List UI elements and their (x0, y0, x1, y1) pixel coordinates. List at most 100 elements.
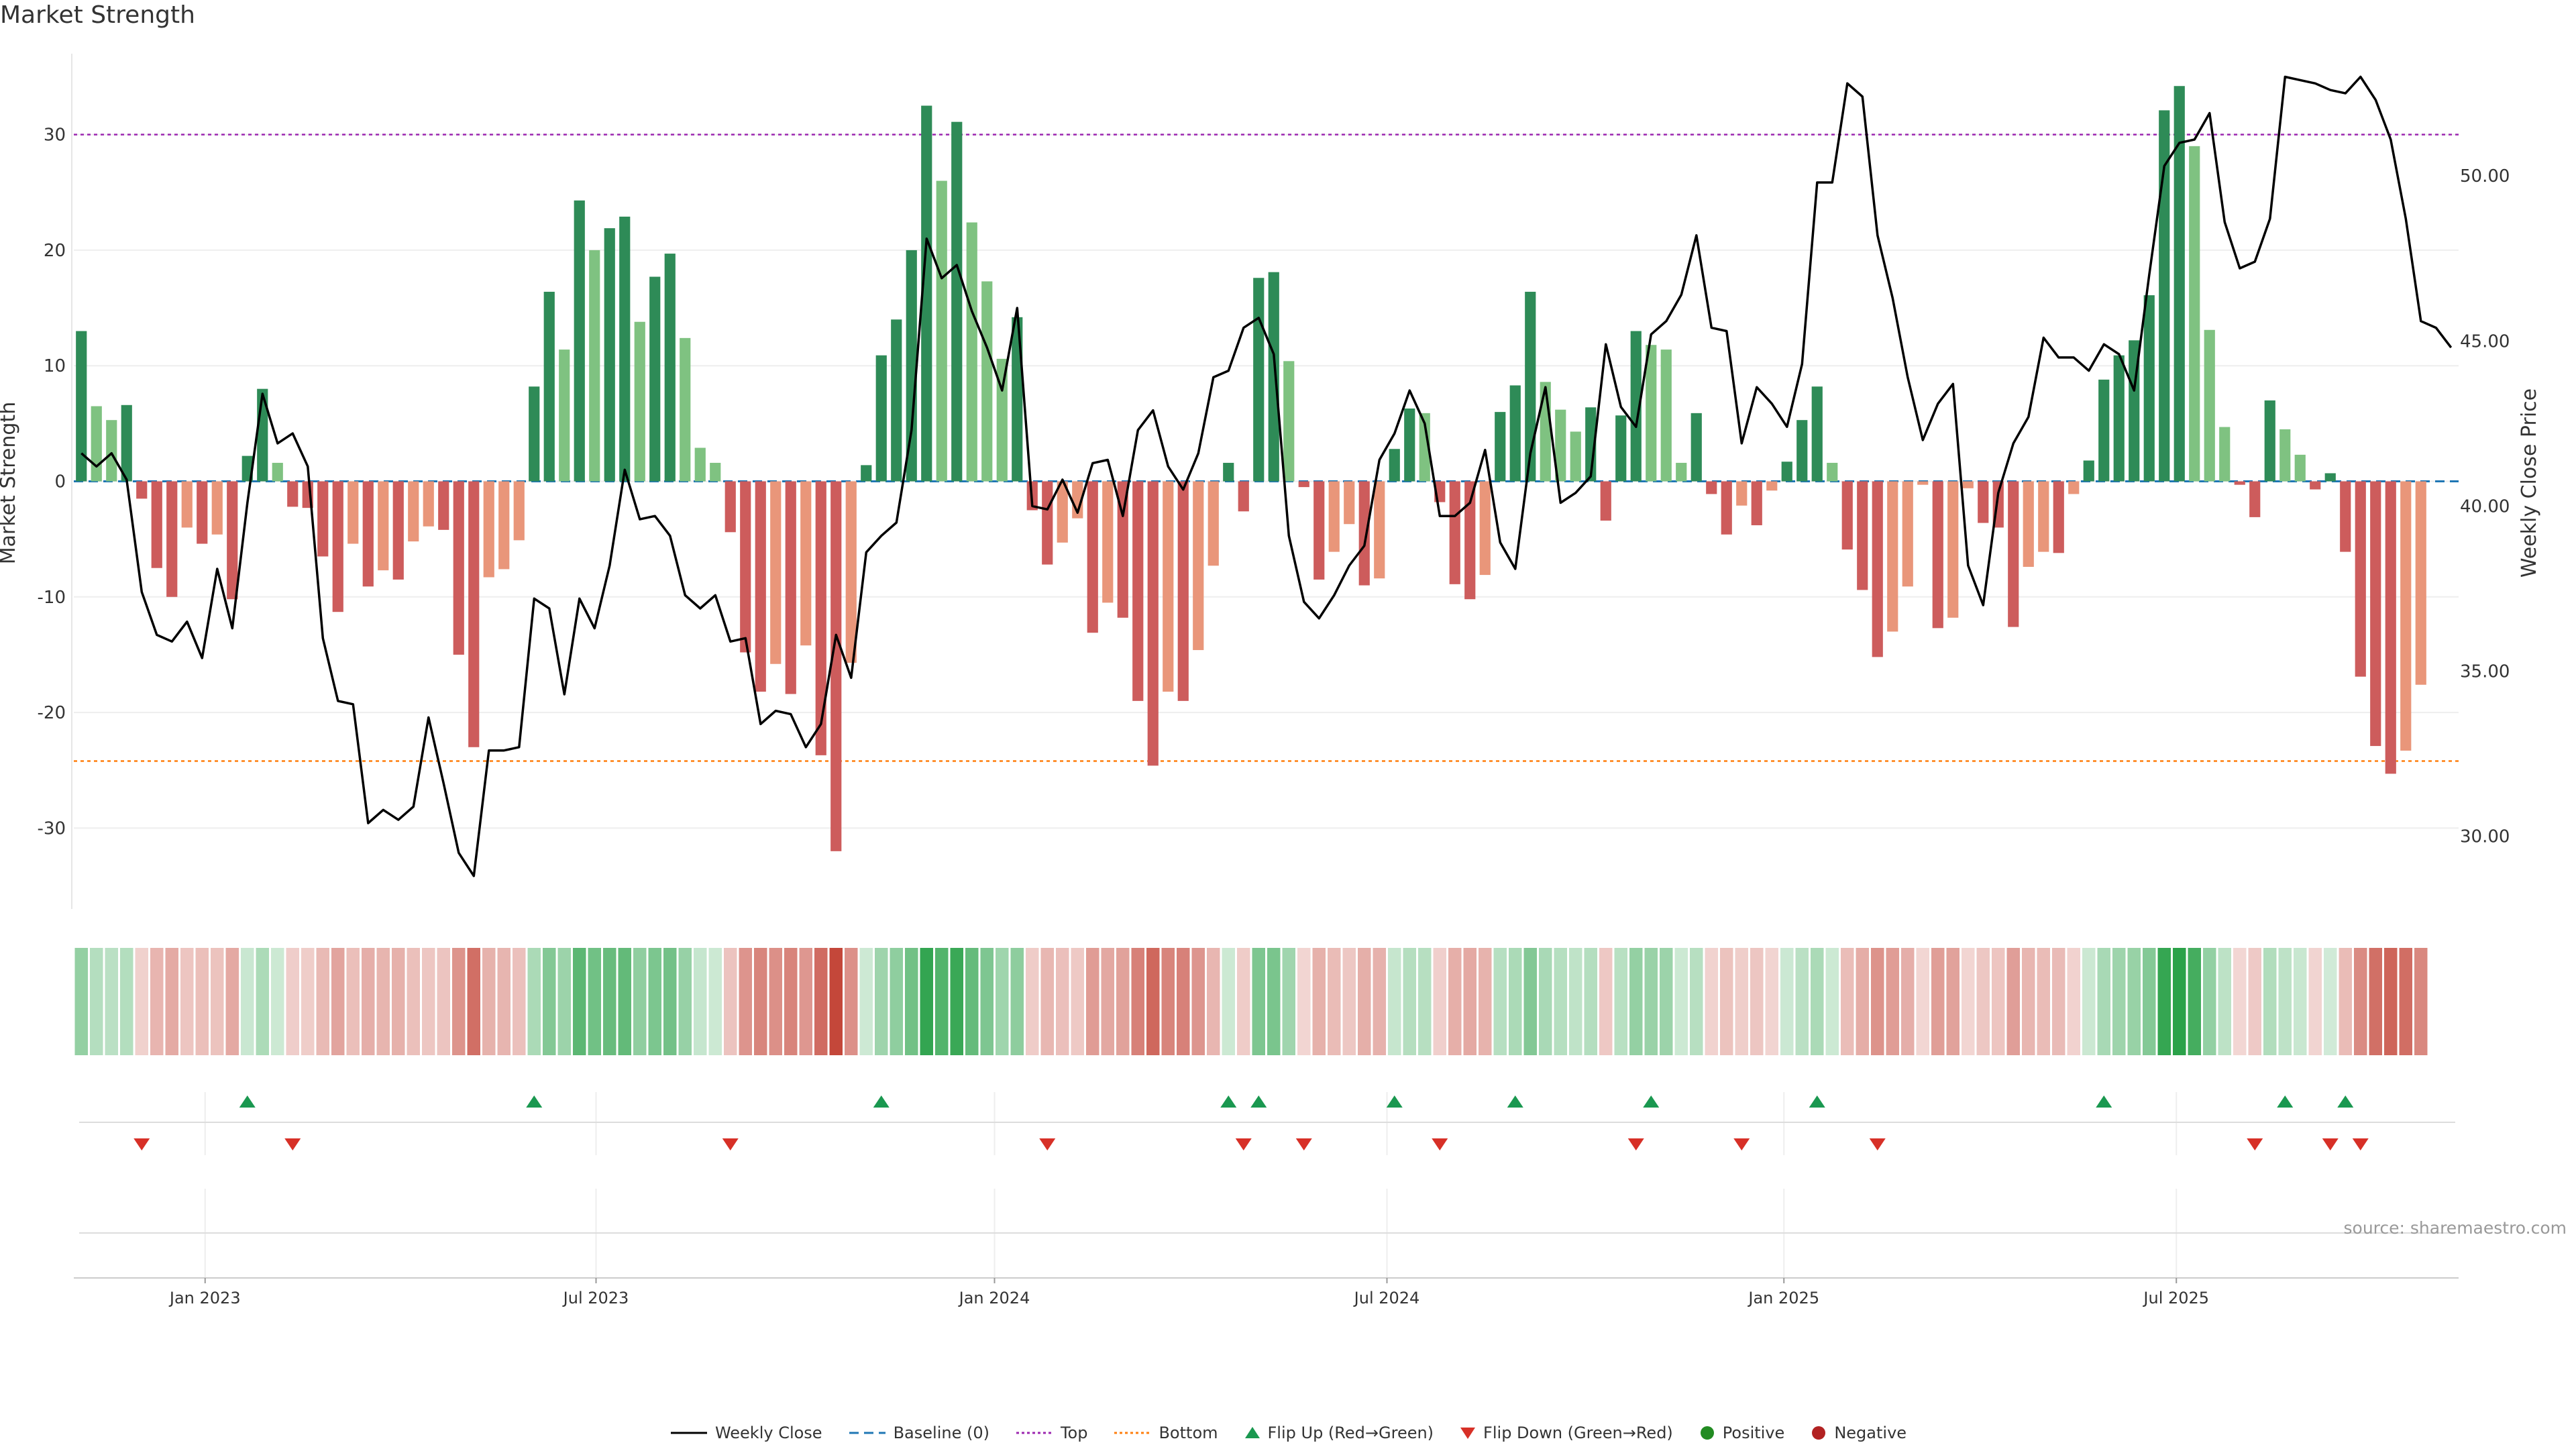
heat-cell (120, 948, 133, 1055)
heat-cell (1871, 948, 1884, 1055)
strength-bar (1540, 382, 1551, 482)
heat-cell (497, 948, 511, 1055)
heat-cell (2052, 948, 2065, 1055)
strength-bar (2355, 481, 2366, 677)
heat-cell (1403, 948, 1416, 1055)
heat-cell (1629, 948, 1643, 1055)
heat-cell (875, 948, 888, 1055)
strength-bar (785, 481, 796, 694)
legend-label: Negative (1834, 1424, 1907, 1442)
strength-bar (1887, 481, 1898, 632)
heat-cell (603, 948, 616, 1055)
strength-bar (724, 481, 736, 533)
strength-bar (1978, 481, 1989, 523)
flip-down-marker (1235, 1138, 1252, 1150)
strength-bar (106, 420, 117, 482)
flip-up-marker (1250, 1095, 1267, 1108)
heat-cell (694, 948, 707, 1055)
legend-item: Flip Down (Green→Red) (1459, 1424, 1673, 1442)
heat-cell (588, 948, 601, 1055)
heat-cell (195, 948, 209, 1055)
strength-bar (287, 481, 299, 507)
strength-bar (1163, 481, 1174, 692)
legend-swatch (1812, 1426, 1826, 1440)
strength-bar (1328, 481, 1340, 552)
strength-bar (1947, 481, 1959, 618)
heat-cell (1584, 948, 1597, 1055)
y-tick-label: 0 (54, 472, 66, 492)
heat-cell (724, 948, 737, 1055)
heat-cell (2354, 948, 2367, 1055)
strength-bar (1660, 350, 1672, 482)
heat-cell (543, 948, 556, 1055)
heat-cell (799, 948, 812, 1055)
heat-cell (2127, 948, 2141, 1055)
strength-bar (483, 481, 494, 578)
heat-cell (1946, 948, 1960, 1055)
heat-cell (1463, 948, 1477, 1055)
legend-item: Positive (1699, 1424, 1784, 1442)
heat-cell (2097, 948, 2110, 1055)
heat-cell (1992, 948, 2005, 1055)
heat-cell (1523, 948, 1537, 1055)
strength-bar (2023, 481, 2034, 567)
strength-bar (981, 281, 993, 482)
heat-cell (2233, 948, 2247, 1055)
flip-up-marker (526, 1095, 543, 1108)
heat-cell (2308, 948, 2322, 1055)
heat-cell (331, 948, 345, 1055)
x-tick-label: Jan 2025 (1747, 1289, 1819, 1307)
strength-bar (845, 481, 857, 663)
heat-cell (2006, 948, 2020, 1055)
strength-bar (453, 481, 464, 655)
heat-cell (407, 948, 420, 1055)
heat-cell (1569, 948, 1582, 1055)
flip-down-marker (1432, 1138, 1448, 1150)
heat-cell (286, 948, 299, 1055)
y-tick-label: -10 (38, 588, 66, 608)
heat-cell (1554, 948, 1567, 1055)
heat-cell (1674, 948, 1688, 1055)
heat-cell (890, 948, 903, 1055)
heat-cell (1071, 948, 1084, 1055)
strength-bar (2234, 481, 2245, 485)
heat-cell (376, 948, 390, 1055)
legend-swatch (1460, 1428, 1476, 1439)
heat-cell (2399, 948, 2412, 1055)
strength-bar (634, 321, 645, 482)
heat-cell (1705, 948, 1718, 1055)
strength-bar (921, 105, 932, 482)
flip-down-marker (722, 1138, 739, 1150)
heat-cell (150, 948, 164, 1055)
heat-cell (1010, 948, 1024, 1055)
strength-bar (1193, 481, 1204, 651)
strength-bar (891, 319, 902, 482)
strength-bar (951, 121, 963, 482)
flip-up-marker (873, 1095, 890, 1108)
y2-tick-label: 35.00 (2460, 662, 2510, 682)
strength-bar (1555, 409, 1566, 482)
heat-cell (1237, 948, 1250, 1055)
flip-up-marker (1809, 1095, 1825, 1108)
strength-bar (227, 481, 238, 600)
y-tick-label: 10 (44, 356, 66, 376)
strength-bar (211, 481, 223, 535)
flip-up-marker (1643, 1095, 1660, 1108)
strength-bar (197, 481, 208, 544)
heat-cell (392, 948, 405, 1055)
y2-tick-label: 45.00 (2460, 331, 2510, 352)
strength-bar (1117, 481, 1128, 618)
strength-bar (2340, 481, 2351, 552)
strength-bar (1419, 413, 1430, 482)
flip-down-marker (1869, 1138, 1886, 1150)
strength-bar (680, 337, 691, 482)
heat-cell (678, 948, 692, 1055)
heat-cell (920, 948, 933, 1055)
strength-bar (392, 481, 404, 580)
heat-cell (1101, 948, 1114, 1055)
strength-bar (1509, 385, 1521, 482)
heat-cell (1207, 948, 1220, 1055)
strength-bar (1676, 462, 1687, 482)
strength-bar (2098, 379, 2110, 482)
